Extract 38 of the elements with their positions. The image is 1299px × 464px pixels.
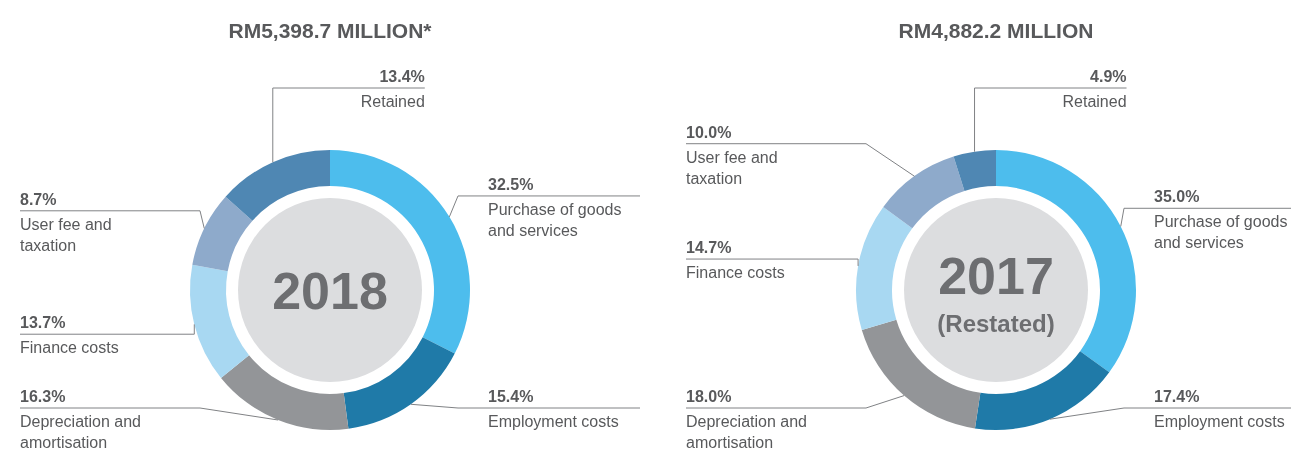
donut-slice	[192, 196, 253, 272]
data-label: 16.3%	[20, 388, 66, 405]
donut-slice	[225, 150, 330, 221]
data-label: 13.4%	[379, 68, 425, 85]
slice-label: User fee and taxation	[20, 215, 112, 254]
slice-label: Finance costs	[686, 264, 785, 282]
text: 2017	[938, 247, 1054, 305]
donut-slice	[856, 207, 913, 330]
data-label: 4.9%	[1090, 68, 1127, 85]
slice-label: Employment costs	[488, 413, 619, 430]
slice-label: Purchase of goods and services	[1154, 213, 1288, 252]
donut-slice	[343, 337, 455, 429]
slice-label: Purchase of goods and services	[488, 200, 622, 239]
data-label: 14.7%	[686, 239, 732, 257]
donut-slice	[953, 150, 996, 191]
slice-label: Employment costs	[1154, 413, 1285, 430]
donut-slice	[221, 355, 349, 430]
chart-title: RM4,882.2 MILLION	[898, 19, 1094, 42]
slice-label: Depreciation and amortisation	[686, 413, 807, 451]
data-label: 18.0%	[686, 388, 732, 405]
chart-title: RM5,398.7 MILLION*	[228, 19, 433, 42]
data-label: 35.0%	[1154, 188, 1200, 206]
text: (Restated)	[937, 310, 1055, 337]
slice-label: User fee and taxation	[686, 148, 778, 187]
donut-slice	[974, 351, 1110, 430]
data-label: 10.0%	[686, 123, 732, 141]
donut-slice	[883, 156, 965, 229]
slice-label: Finance costs	[20, 339, 119, 357]
data-label: 17.4%	[1154, 388, 1200, 405]
slice-label: Depreciation and amortisation	[20, 413, 141, 451]
data-label: 32.5%	[488, 175, 534, 193]
text: 2018	[272, 262, 388, 320]
slice-label: Retained	[360, 93, 425, 110]
data-label: 8.7%	[20, 190, 57, 208]
donut-slice	[190, 264, 250, 378]
data-label: 15.4%	[488, 388, 534, 405]
slice-label: Retained	[1062, 93, 1127, 110]
data-label: 13.7%	[20, 314, 66, 332]
